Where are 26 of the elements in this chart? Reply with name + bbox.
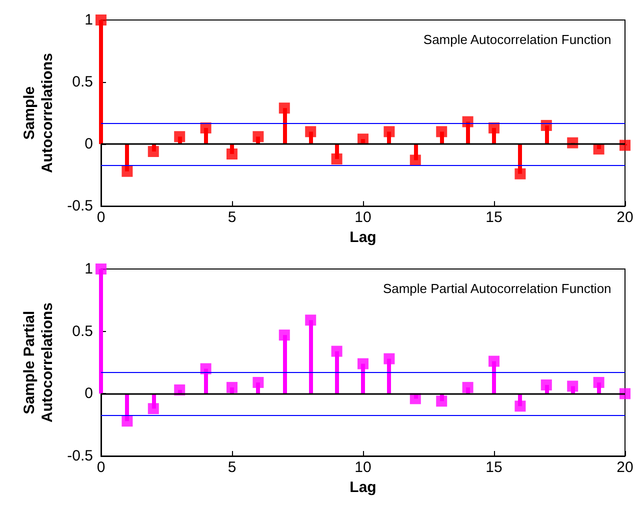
x-tick-label: 20 — [616, 459, 634, 476]
y-tick-label: -0.5 — [67, 198, 93, 215]
x-tick-label: 5 — [228, 209, 236, 226]
x-tick-label: 20 — [616, 209, 634, 226]
x-axis-title: Lag — [350, 478, 376, 496]
y-axis-title: Sample Partial Autocorrelations — [20, 302, 56, 423]
text: Sample Autocorrelation Function — [423, 32, 612, 47]
y-tick-label: 0 — [84, 136, 93, 153]
y-tick-label: 0 — [84, 385, 93, 402]
x-tick-label: 15 — [486, 209, 502, 226]
y-tick-label: 1 — [84, 12, 93, 28]
y-tick-label: -0.5 — [67, 448, 93, 464]
x-tick-label: 0 — [96, 459, 106, 476]
point — [620, 140, 630, 151]
y-tick-label: 0.5 — [72, 74, 93, 91]
x-tick-label: 5 — [228, 459, 236, 476]
y-axis-title: Sample Autocorrelations — [20, 53, 56, 174]
point — [620, 388, 630, 400]
x-tick-label: 10 — [354, 459, 372, 476]
text: Sample Partial Autocorrelation Function — [382, 281, 612, 296]
x-tick-label: 10 — [354, 209, 372, 226]
x-axis-title: Lag — [350, 229, 376, 246]
x-tick-label: 0 — [96, 209, 106, 226]
y-tick-label: 0.5 — [72, 322, 93, 340]
y-tick-label: 1 — [84, 260, 93, 278]
x-tick-label: 15 — [486, 459, 502, 476]
